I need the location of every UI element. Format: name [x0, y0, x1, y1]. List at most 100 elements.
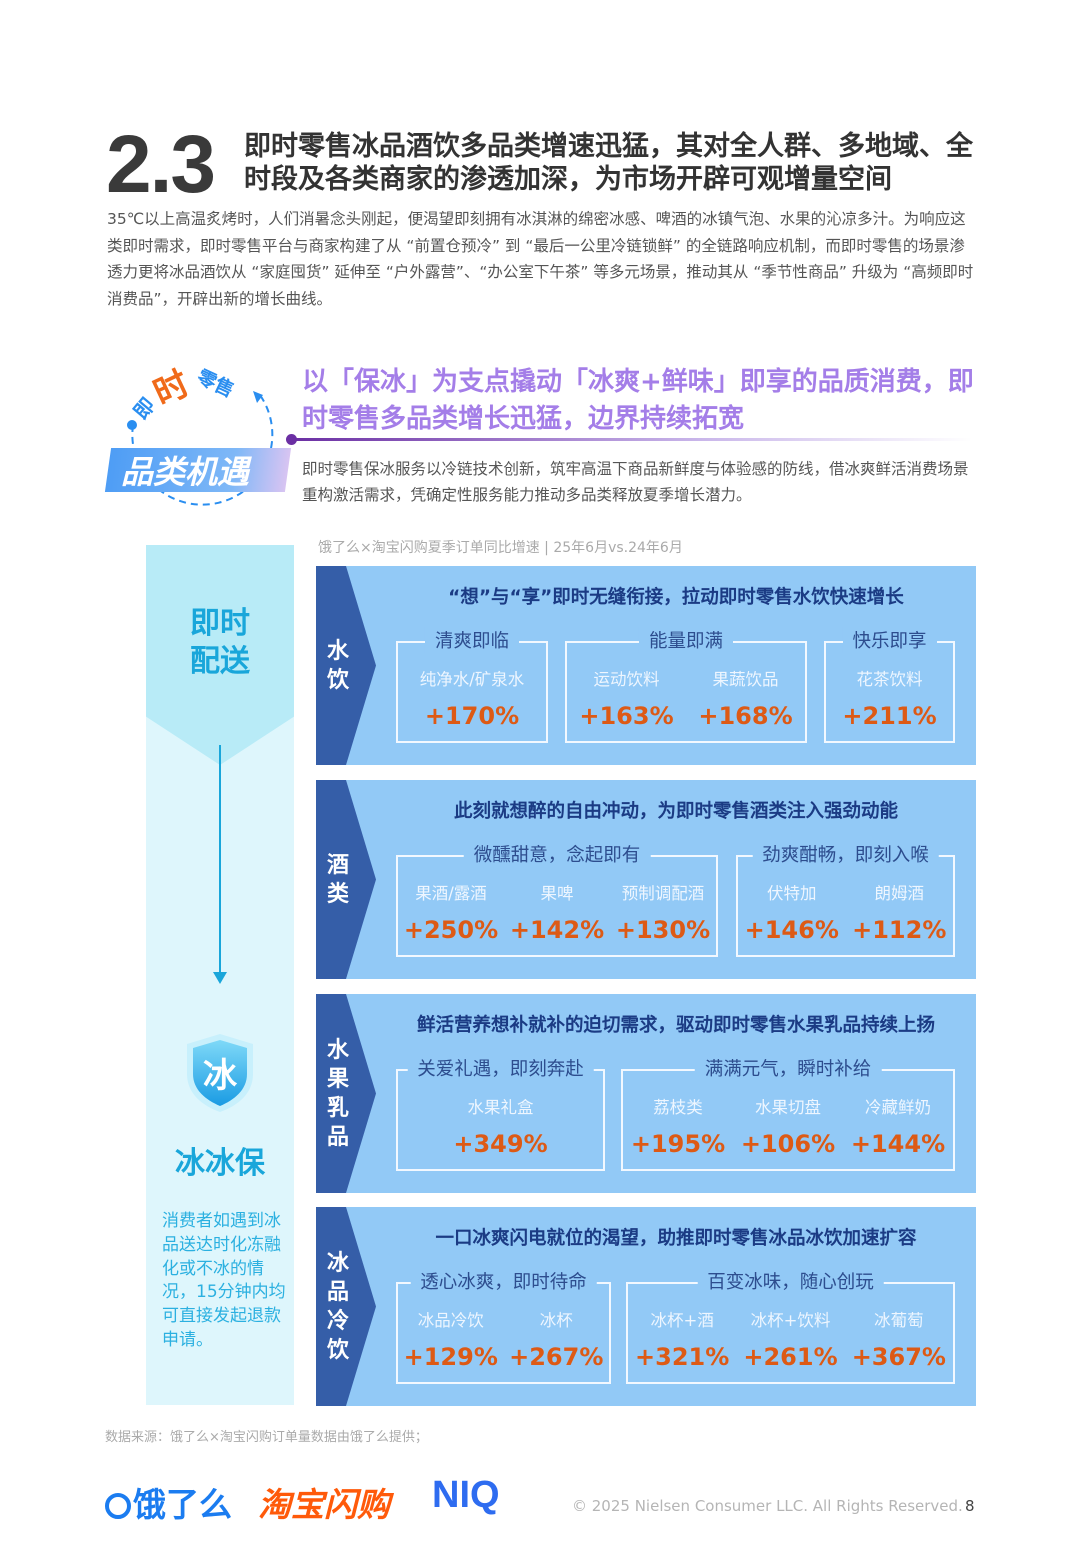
category-label: 水饮: [316, 566, 360, 765]
group-title: 关爱礼遇，即刻奔赴: [407, 1055, 594, 1081]
item-growth-value: +367%: [851, 1343, 946, 1371]
group-box: 微醺甜意，念起即有 果酒/露酒 +250% 果啤 +142% 预制调配酒 +13…: [396, 841, 718, 957]
category-label: 冰品冷饮: [316, 1207, 360, 1406]
item-growth-value: +261%: [743, 1343, 838, 1371]
category-label: 酒类: [316, 780, 360, 979]
item-name: 果蔬饮品: [712, 670, 779, 689]
chart-caption: 饿了么×淘宝闪购夏季订单同比增速 | 25年6月vs.24年6月: [318, 540, 683, 556]
category-section: 水果乳品 鲜活营养想补就补的迫切需求，驱动即时零售水果乳品持续上扬 关爱礼遇，即…: [316, 994, 976, 1193]
metric-item: 果啤 +142%: [510, 880, 604, 944]
item-growth-value: +250%: [403, 916, 499, 944]
section-headline: 鲜活营养想补就补的迫切需求，驱动即时零售水果乳品持续上扬: [416, 1015, 935, 1036]
group-title: 清爽即临: [424, 627, 520, 653]
delivery-chevron: [146, 545, 294, 765]
metric-item: 水果礼盒 +349%: [453, 1094, 547, 1158]
item-growth-value: +170%: [424, 702, 520, 730]
category-label-char: 冰: [326, 1250, 349, 1276]
item-growth-value: +321%: [635, 1343, 730, 1371]
item-growth-value: +146%: [744, 916, 839, 944]
taobao-shangou-logo: 淘宝闪购: [258, 1485, 390, 1524]
divider: [292, 438, 972, 441]
item-name: 朗姆酒: [874, 884, 924, 903]
divider-dot: [286, 434, 297, 445]
group-box: 关爱礼遇，即刻奔赴 水果礼盒 +349%: [396, 1055, 605, 1171]
group-box: 清爽即临 纯净水/矿泉水 +170%: [396, 627, 548, 743]
item-name: 冰葡萄: [874, 1311, 924, 1330]
highlight-title: 以「保冰」为支点撬动「冰爽+鲜味」即享的品质消费，即时零售多品类增长迅猛，边界持…: [302, 367, 974, 434]
group-title: 百变冰味，随心创玩: [697, 1268, 884, 1294]
metric-item: 冰葡萄 +367%: [852, 1307, 946, 1371]
metric-item: 果蔬饮品 +168%: [698, 666, 792, 730]
badge-label: 品类机遇: [121, 453, 250, 491]
item-name: 冷藏鲜奶: [864, 1098, 931, 1117]
group-title: 劲爽酣畅，即刻入喉: [752, 841, 939, 867]
group-box: 劲爽酣畅，即刻入喉 伏特加 +146% 朗姆酒 +112%: [736, 841, 955, 957]
metric-item: 荔枝类 +195%: [631, 1094, 725, 1158]
eleme-logo-text: 饿了么: [133, 1485, 232, 1524]
category-label-char: 果: [326, 1066, 349, 1092]
section-headline: 一口冰爽闪电就位的渴望，助推即时零售冰品冰饮加速扩容: [435, 1228, 917, 1249]
item-name: 冰杯+酒: [650, 1311, 714, 1330]
item-name: 运动饮料: [593, 670, 660, 689]
group-title: 能量即满: [638, 627, 734, 653]
instant-delivery-label: 即时 配送: [190, 606, 250, 679]
item-name: 伏特加: [766, 884, 817, 903]
intro-paragraph: 35℃以上高温炙烤时，人们消暑念头刚起，便渴望即刻拥有冰淇淋的绵密冰感、啤酒的冰…: [107, 210, 974, 308]
metric-item: 运动饮料 +163%: [579, 666, 673, 730]
section-headline: 此刻就想醉的自由冲动，为即时零售酒类注入强劲动能: [453, 801, 898, 822]
eleme-logo: 饿了么: [105, 1478, 232, 1526]
group-box: 快乐即享 花茶饮料 +211%: [824, 627, 955, 743]
metric-item: 冰杯+酒 +321%: [635, 1307, 729, 1371]
category-label-char: 乳: [326, 1095, 349, 1121]
metric-item: 冰杯 +267%: [509, 1307, 603, 1371]
item-name: 果啤: [540, 884, 574, 903]
item-growth-value: +163%: [579, 702, 674, 730]
group-box: 满满元气，瞬时补给 荔枝类 +195% 水果切盘 +106% 冷藏鲜奶 +144…: [621, 1055, 955, 1171]
ice-shield-icon: 冰: [183, 1032, 257, 1114]
metric-item: 预制调配酒 +130%: [616, 880, 710, 944]
category-opportunity-badge: 即 时 零售 品类机遇: [104, 355, 295, 520]
metric-item: 伏特加 +146%: [745, 880, 839, 944]
group-box: 百变冰味，随心创玩 冰杯+酒 +321% 冰杯+饮料 +261% 冰葡萄 +36…: [626, 1268, 955, 1384]
metric-item: 水果切盘 +106%: [741, 1094, 835, 1158]
item-growth-value: +106%: [740, 1130, 836, 1158]
item-growth-value: +168%: [698, 702, 793, 730]
item-name: 冰杯: [539, 1311, 573, 1330]
metric-item: 纯净水/矿泉水 +170%: [420, 666, 525, 730]
category-label-char: 水: [326, 638, 349, 664]
page-number: 8: [965, 1497, 975, 1515]
metric-item: 果酒/露酒 +250%: [404, 880, 498, 944]
arrow-down-icon: [219, 745, 221, 975]
item-name: 预制调配酒: [621, 884, 705, 903]
arrow-head-icon: [213, 972, 227, 984]
ice-icon-glyph: 冰: [203, 1056, 237, 1096]
metric-item: 冷藏鲜奶 +144%: [851, 1094, 945, 1158]
category-section: 酒类 此刻就想醉的自由冲动，为即时零售酒类注入强劲动能 微醺甜意，念起即有 果酒…: [316, 780, 976, 979]
category-label-char: 类: [326, 881, 349, 907]
item-growth-value: +129%: [403, 1343, 498, 1371]
section-number: 2.3: [106, 119, 216, 210]
item-name: 冰品冷饮: [417, 1311, 484, 1330]
category-section: 水饮 “想”与“享”即时无缝衔接，拉动即时零售水饮快速增长 清爽即临 纯净水/矿…: [316, 566, 976, 765]
section-headline: “想”与“享”即时无缝衔接，拉动即时零售水饮快速增长: [448, 587, 904, 608]
category-label-char: 水: [326, 1037, 349, 1063]
item-name: 冰杯+饮料: [750, 1311, 831, 1330]
item-name: 水果礼盒: [467, 1098, 534, 1117]
group-title: 满满元气，瞬时补给: [694, 1055, 882, 1081]
item-name: 花茶饮料: [856, 670, 923, 689]
highlight-description: 即时零售保冰服务以冷链技术创新，筑牢高温下商品新鲜度与体验感的防线，借冰爽鲜活消…: [302, 460, 969, 504]
category-label-char: 酒: [326, 852, 349, 878]
item-name: 水果切盘: [754, 1098, 821, 1117]
item-name: 荔枝类: [653, 1098, 703, 1117]
item-growth-value: +142%: [509, 916, 605, 944]
page-title: 即时零售冰品酒饮多品类增速迅猛，其对全人群、多地域、全时段及各类商家的渗透加深，…: [244, 131, 973, 195]
group-title: 透心冰爽，即时待命: [410, 1268, 597, 1294]
metric-item: 冰品冷饮 +129%: [404, 1307, 498, 1371]
item-growth-value: +195%: [630, 1130, 726, 1158]
category-label: 水果乳品: [316, 994, 360, 1193]
item-growth-value: +267%: [509, 1343, 604, 1371]
item-growth-value: +211%: [842, 702, 937, 730]
copyright: © 2025 Nielsen Consumer LLC. All Rights …: [572, 1497, 963, 1515]
item-growth-value: +130%: [615, 916, 711, 944]
data-source-note: 数据来源：饿了么×淘宝闪购订单量数据由饿了么提供；: [105, 1430, 428, 1445]
